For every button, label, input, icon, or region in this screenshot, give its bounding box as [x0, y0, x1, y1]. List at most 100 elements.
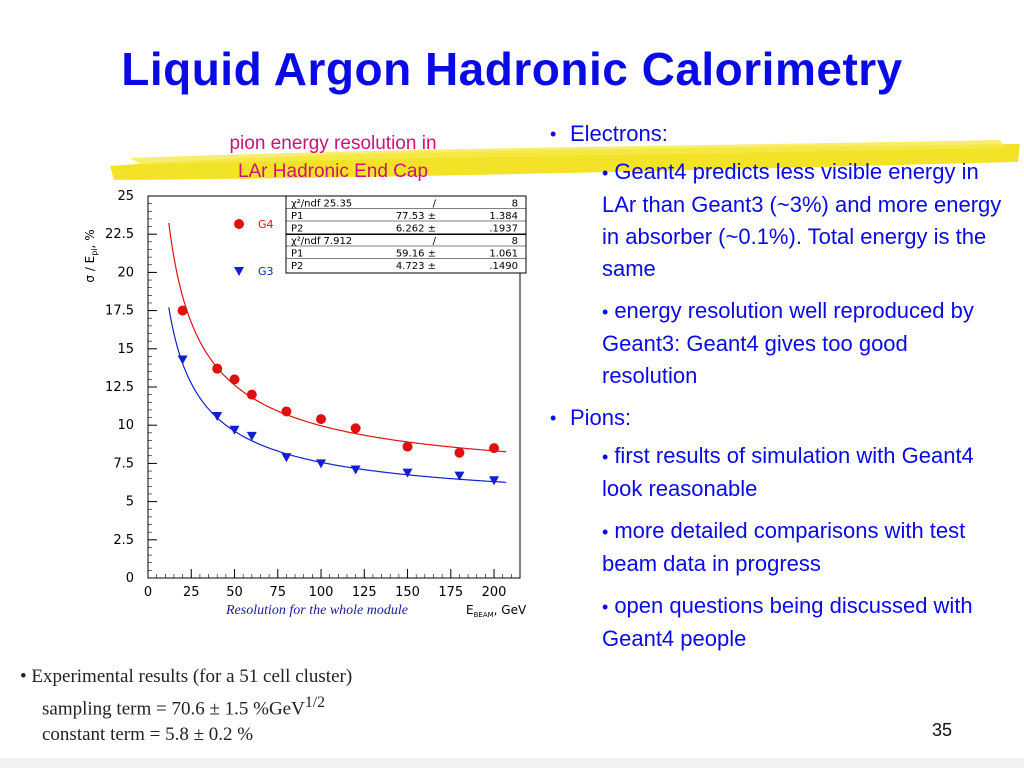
stats-cell: 1.061 [489, 249, 518, 260]
x-tick-label: 175 [438, 585, 463, 600]
data-point-g4 [177, 305, 188, 316]
bullet-list: • Electrons: • Geant4 predicts less visibl… [548, 118, 1008, 665]
legend-label-g3: G3 [258, 265, 274, 278]
x-tick-label: 150 [395, 585, 420, 600]
x-tick-label: 125 [352, 585, 377, 600]
chart-footer: Resolution for the whole module [225, 603, 408, 618]
stats-cell: .1937 [489, 224, 518, 235]
slide-title: Liquid Argon Hadronic Calorimetry [121, 43, 903, 95]
y-tick-label: 20 [117, 265, 134, 280]
data-point-g3 [316, 459, 327, 469]
bullet-icon: • [602, 522, 609, 542]
x-axis-label-sub: BEAM [474, 611, 494, 619]
stats-cell: / [433, 236, 437, 247]
sub-bullet-text: open questions being discussed with Gean… [602, 593, 973, 651]
sub-bullet: • open questions being discussed with Gea… [602, 590, 1008, 655]
stats-cell: 77.53 ± [396, 211, 436, 222]
stats-cell: χ²/ndf 25.35 [291, 199, 352, 210]
data-point-g4 [489, 443, 500, 454]
bullet-icon: • [602, 163, 609, 183]
sub-bullet-text: first results of simulation with Geant4 … [602, 443, 974, 501]
y-tick-label: 5 [126, 495, 134, 510]
x-axis-label-unit: , GeV [494, 603, 527, 617]
sub-bullet: • Geant4 predicts less visible energy in … [602, 156, 1008, 285]
bottom-rule [0, 758, 1024, 768]
bullet-icon: • [602, 597, 609, 617]
data-point-g3 [212, 412, 223, 422]
sub-bullet: • energy resolution well reproduced by Ge… [602, 295, 1008, 392]
stats-cell: 4.723 ± [396, 261, 436, 272]
x-tick-label: 0 [144, 585, 152, 600]
data-point-g3 [454, 471, 465, 481]
bullet-icon: • [550, 124, 557, 144]
y-tick-label: 0 [126, 571, 134, 586]
sub-bullet: • more detailed comparisons with test bea… [602, 515, 1008, 580]
stats-cell: / [433, 199, 437, 210]
stats-cell: 59.16 ± [396, 249, 436, 260]
data-point-g4 [229, 374, 240, 385]
data-point-g3 [350, 465, 361, 475]
y-tick-label: 2.5 [113, 533, 134, 548]
bullet-icon: • [602, 302, 609, 322]
stats-cell: P2 [291, 261, 303, 272]
stats-cell: χ²/ndf 7.912 [291, 236, 352, 247]
page-number: 35 [932, 720, 953, 740]
experimental-line1: • Experimental results (for a 51 cell cl… [20, 664, 352, 690]
stats-cell: P2 [291, 224, 303, 235]
bullet-icon: • [20, 666, 27, 687]
stats-cell: P1 [291, 249, 303, 260]
data-point-g4 [281, 406, 292, 417]
data-point-g3 [489, 476, 500, 486]
data-point-g3 [281, 453, 292, 463]
fit-curve-g4 [168, 222, 507, 453]
stats-cell: 8 [512, 199, 518, 210]
highlighter-stroke [110, 140, 1020, 180]
data-point-g4 [316, 414, 327, 425]
resolution-chart: 0 2.5 5 7.5 10 12.5 15 17.5 20 22.5 25 0 25 50 75 100 12… [83, 189, 527, 619]
data-point-g4 [350, 423, 361, 434]
chart-caption-line1: pion energy resolution in [229, 133, 437, 154]
experimental-results: • Experimental results (for a 51 cell cl… [20, 664, 352, 748]
chart-caption-line2: LAr Hadronic End Cap [237, 161, 429, 182]
y-tick-label: 7.5 [113, 456, 134, 471]
bullet-electrons: • Electrons: [548, 118, 1008, 150]
bullet-label: Electrons: [570, 121, 668, 146]
legend-marker-g4 [234, 219, 244, 229]
y-tick-label: 10 [117, 418, 134, 433]
y-axis-label-sub: pi [90, 248, 99, 255]
y-tick-label: 17.5 [105, 304, 134, 319]
x-axis-label: EBEAM, GeV [466, 603, 527, 619]
stats-cell: 6.262 ± [396, 224, 436, 235]
sub-bullet-text: energy resolution well reproduced by Gea… [602, 298, 974, 388]
sub-bullet-text: more detailed comparisons with test beam… [602, 518, 966, 576]
sub-bullet: • first results of simulation with Geant4… [602, 440, 1008, 505]
data-point-g4 [402, 441, 413, 452]
bullet-pions: • Pions: [548, 402, 1008, 434]
sampling-term: sampling term = 70.6 ± 1.5 %GeV1/2 [20, 690, 352, 722]
bullet-label: Pions: [570, 405, 632, 430]
fit-curve-g3 [168, 307, 507, 483]
data-point-g4 [212, 363, 223, 374]
x-tick-label: 200 [482, 585, 507, 600]
sampling-term-exponent: 1/2 [304, 694, 326, 711]
y-tick-label: 15 [117, 342, 134, 357]
y-axis-label: σ / Epi, % [83, 229, 99, 282]
stats-cell: .1490 [489, 261, 518, 272]
y-tick-label: 25 [117, 189, 134, 204]
y-axis-label-unit: , % [83, 229, 97, 248]
chart-caption: pion energy resolution in LAr Hadronic E… [188, 130, 478, 186]
data-point-g3 [229, 425, 240, 435]
bullet-icon: • [550, 408, 557, 428]
y-tick-label: 12.5 [105, 380, 134, 395]
data-point-g4 [246, 389, 257, 400]
y-tick-label: 22.5 [105, 227, 134, 242]
stats-cell: 1.384 [489, 211, 518, 222]
stats-cell: 8 [512, 236, 518, 247]
data-point-g3 [246, 431, 257, 441]
constant-term: constant term = 5.8 ± 0.2 % [42, 724, 254, 746]
legend-marker-g3 [234, 267, 244, 276]
experimental-line1-text: Experimental results (for a 51 cell clus… [31, 666, 353, 687]
x-tick-label: 75 [269, 585, 286, 600]
sampling-term-text: sampling term = 70.6 ± 1.5 %GeV [42, 698, 305, 720]
legend-label-g4: G4 [258, 218, 274, 231]
